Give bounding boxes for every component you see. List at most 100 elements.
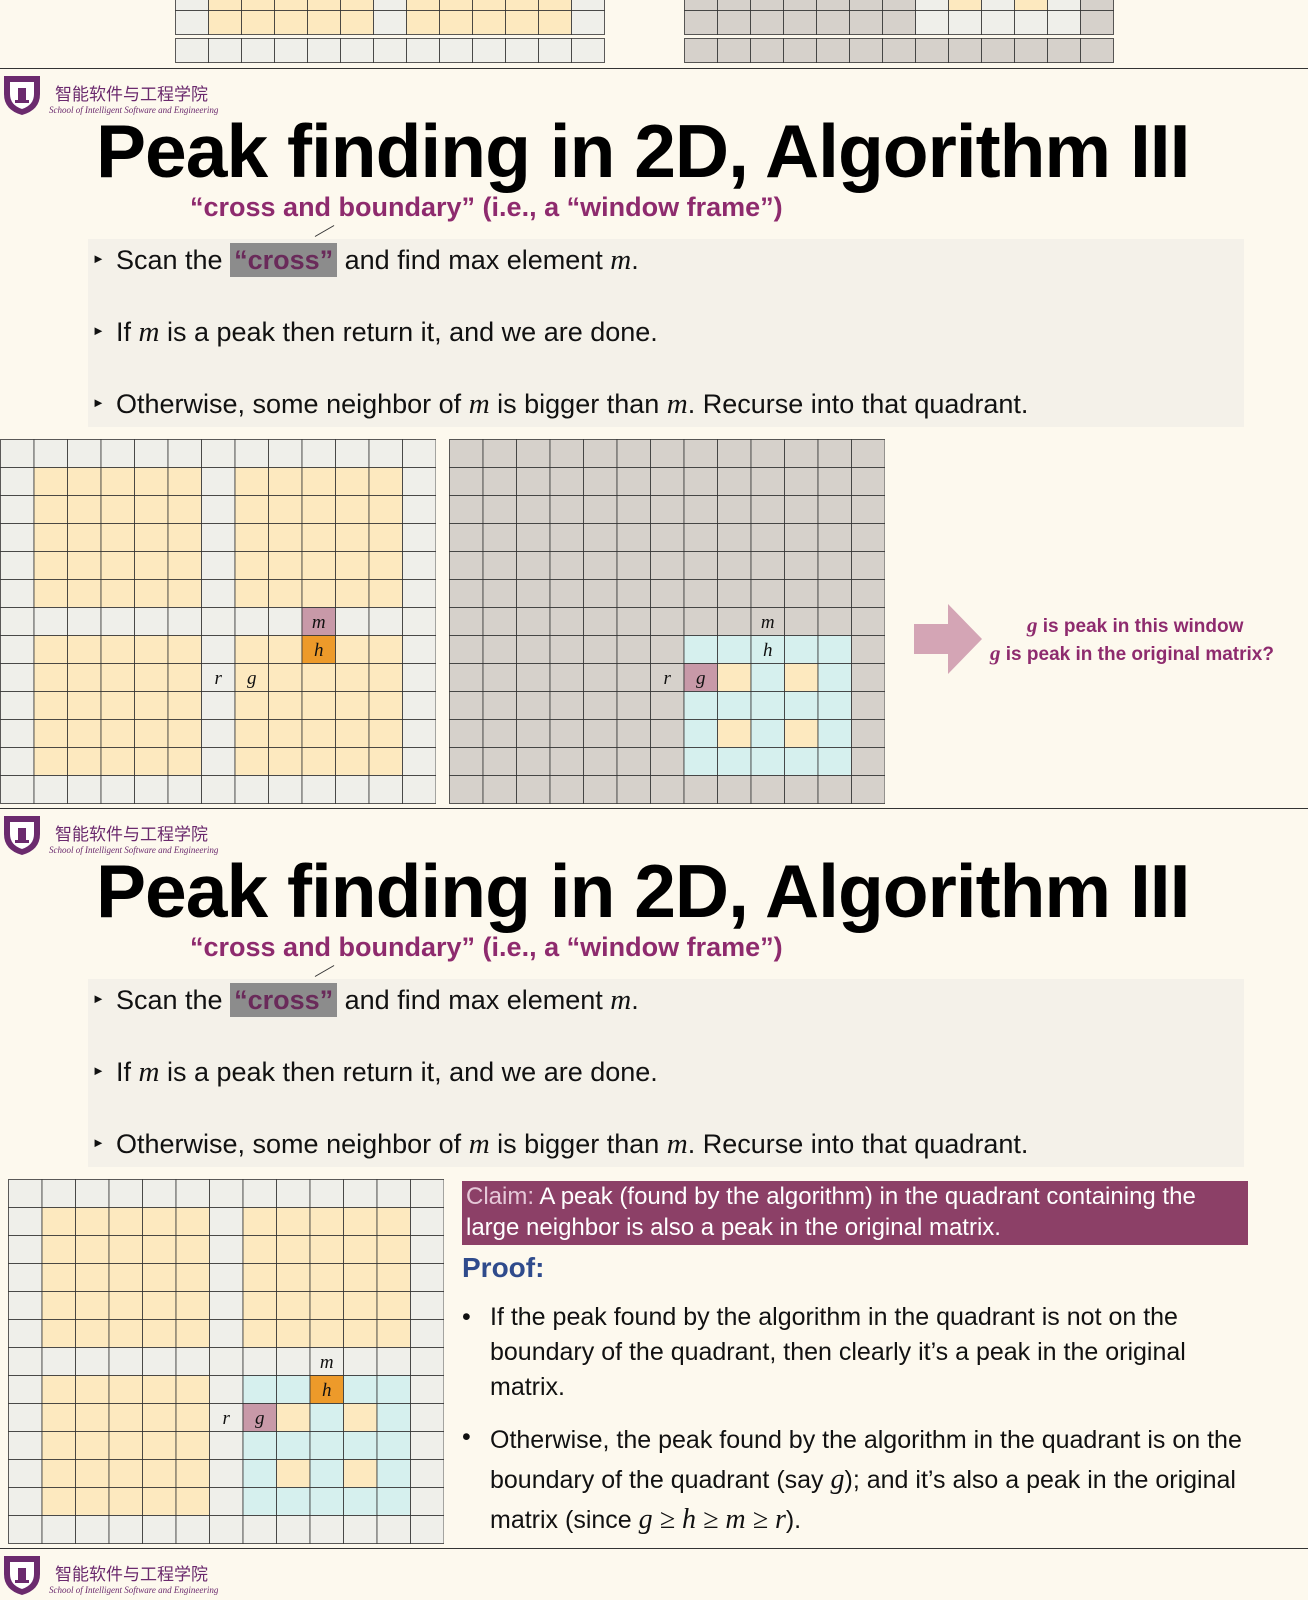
- grid-cell: [175, 1487, 210, 1516]
- grid-cell: [142, 1207, 177, 1236]
- grid-cell: [175, 1431, 210, 1460]
- grid-cell: [784, 523, 819, 552]
- grid-cell: [75, 1487, 110, 1516]
- grid-cell: [683, 523, 718, 552]
- grid-cell: [276, 1179, 311, 1208]
- grid-cell: [67, 775, 102, 804]
- proof-text: Otherwise, the peak found by the algorit…: [490, 1426, 1242, 1494]
- note-peak-in-window: g is peak in this window: [1027, 613, 1243, 638]
- grid-cell: [167, 719, 202, 748]
- grid-cell: [208, 10, 242, 35]
- grid-cell: [75, 1515, 110, 1544]
- grid-cell: [402, 495, 436, 524]
- bullet-text: . Recurse into that quadrant.: [687, 389, 1029, 419]
- grid-cell: [851, 691, 885, 720]
- grid-cell: [340, 0, 374, 11]
- note-text: is peak in the original matrix?: [1000, 644, 1274, 665]
- grid-cell: [549, 467, 584, 496]
- grid-cell: [851, 775, 885, 804]
- grid-cell: [482, 495, 517, 524]
- school-name-cn: 智能软件与工程学院: [55, 1565, 208, 1585]
- grid-cell: [650, 607, 685, 636]
- grid-cell: [309, 1431, 344, 1460]
- grid-cell: [376, 1319, 411, 1348]
- grid-cell: [482, 719, 517, 748]
- grid-cell: [482, 523, 517, 552]
- bullet-text: Otherwise, some neighbor of: [116, 1129, 469, 1159]
- grid-cell: [851, 495, 885, 524]
- grid-cell: [376, 1487, 411, 1516]
- grid-cell: [1014, 10, 1048, 35]
- grid-cell: [309, 1235, 344, 1264]
- grid-cell: [571, 38, 605, 63]
- grid-cell: [650, 691, 685, 720]
- grid-cell: [717, 38, 751, 63]
- math-var: g: [1027, 613, 1038, 637]
- grid-cell: [717, 691, 752, 720]
- grid-cell: [750, 635, 785, 664]
- grid-cell: [0, 747, 35, 776]
- grid-cell: [583, 523, 618, 552]
- grid-cell: [0, 607, 35, 636]
- grid-cell: [67, 663, 102, 692]
- grid-cell: [616, 551, 651, 580]
- grid-cell: [276, 1459, 311, 1488]
- grid-cell: [0, 523, 35, 552]
- grid-cell: [683, 467, 718, 496]
- grid-cell: [134, 635, 169, 664]
- grid-cell: [67, 691, 102, 720]
- school-name-en: School of Intelligent Software and Engin…: [49, 1585, 219, 1595]
- grid-cell: [583, 775, 618, 804]
- grid-cell: [549, 691, 584, 720]
- bullet-text: . Recurse into that quadrant.: [687, 1129, 1029, 1159]
- grid-cell: [33, 439, 68, 468]
- grid-cell: [8, 1459, 43, 1488]
- grid-cell: [368, 467, 403, 496]
- school-name-cn: 智能软件与工程学院: [55, 85, 208, 105]
- grid-cell: [549, 635, 584, 664]
- bullet-return-peak: ► If m is a peak then return it, and we a…: [92, 316, 658, 349]
- grid-cell: [583, 495, 618, 524]
- grid-cell: [343, 1459, 378, 1488]
- grid-cell: [783, 38, 817, 63]
- grid-cell: [816, 0, 850, 11]
- grid-cell: [201, 523, 236, 552]
- grid-cell: [482, 691, 517, 720]
- grid-cell: [750, 747, 785, 776]
- grid-cell: [142, 1347, 177, 1376]
- bullet-triangle-icon: ►: [92, 1063, 105, 1079]
- grid-cell: [100, 467, 135, 496]
- grid-cell: [472, 0, 506, 11]
- grid-cell: [915, 38, 949, 63]
- grid-cell: [472, 10, 506, 35]
- grid-cell: [167, 663, 202, 692]
- grid-cell: [717, 607, 752, 636]
- grid-cell: [851, 719, 885, 748]
- school-crest-icon: [4, 816, 40, 855]
- grid-cell: [41, 1403, 76, 1432]
- grid-cell: [583, 663, 618, 692]
- grid-cell: [335, 775, 370, 804]
- grid-cell: [583, 551, 618, 580]
- previous-slide-grid-fragment: [175, 0, 1114, 63]
- grid-cell: [817, 467, 852, 496]
- math-var: m: [138, 1056, 160, 1088]
- grid-cell: [75, 1375, 110, 1404]
- grid-cell: [201, 551, 236, 580]
- grid-cell: [67, 439, 102, 468]
- grid-cell: [571, 10, 605, 35]
- grid-cell: [108, 1235, 143, 1264]
- grid-cell: [309, 1263, 344, 1292]
- grid-cell: [301, 439, 336, 468]
- grid-cell: [67, 607, 102, 636]
- bullet-dot-icon: •: [462, 1303, 471, 1331]
- grid-cell: [1014, 38, 1048, 63]
- grid-cell: [376, 1459, 411, 1488]
- grid-cell: [301, 467, 336, 496]
- grid-cell: [784, 691, 819, 720]
- grid-cell: [343, 1375, 378, 1404]
- bullet-text: If: [116, 1057, 139, 1087]
- grid-cell: [616, 719, 651, 748]
- grid-cell: [650, 579, 685, 608]
- grid-cell: [167, 635, 202, 664]
